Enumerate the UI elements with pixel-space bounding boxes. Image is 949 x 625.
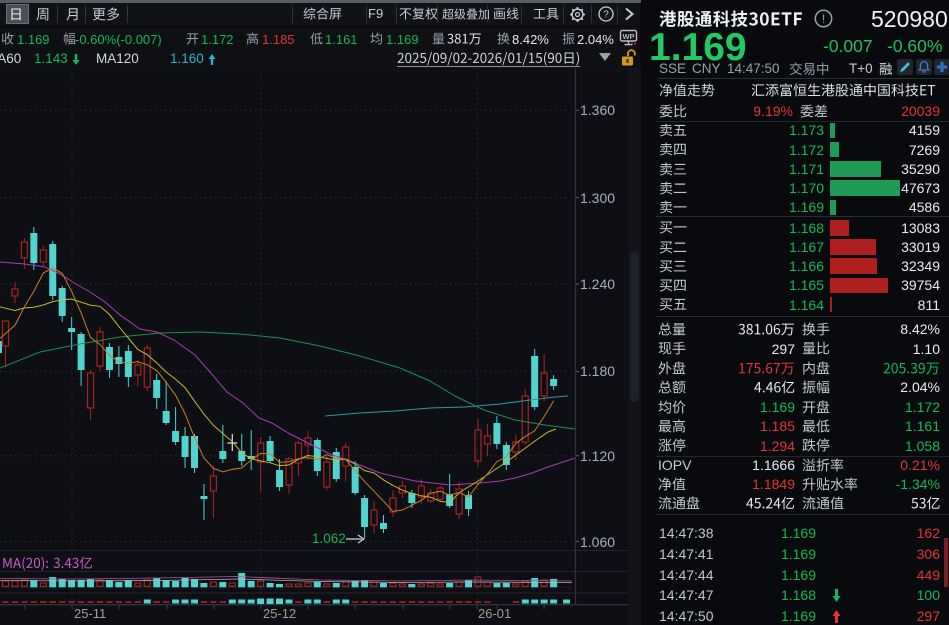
svg-text:!: !: [822, 12, 825, 26]
svg-text:?: ?: [603, 10, 609, 21]
svg-text:WP: WP: [622, 32, 634, 41]
